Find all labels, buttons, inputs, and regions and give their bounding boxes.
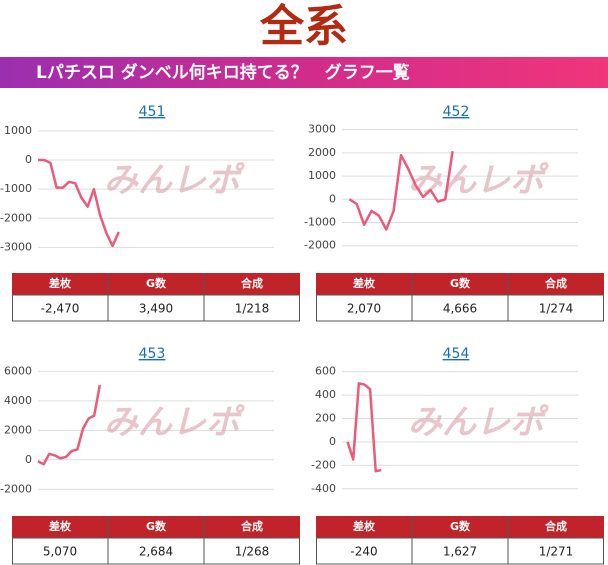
table-cell: 2,070	[347, 302, 381, 316]
data-line	[346, 382, 382, 473]
y-tick-label: 1000	[308, 169, 336, 182]
watermark: みんレポ	[104, 161, 245, 201]
table-header-cell: 差枚	[49, 519, 72, 533]
y-tick-label: 0	[25, 153, 32, 166]
table-header-bg	[316, 273, 604, 295]
table-body-bg	[12, 294, 300, 322]
table-cell: 2,684	[139, 545, 173, 559]
y-tick-label: 600	[315, 365, 336, 378]
table-cell: 1,627	[443, 545, 477, 559]
y-tick-label: -2000	[0, 211, 32, 224]
y-tick-label: 200	[315, 412, 336, 425]
data-line	[38, 158, 120, 248]
page-title: 全系	[259, 1, 348, 52]
y-tick-label: -1000	[304, 216, 336, 229]
chart-title[interactable]: 454	[443, 346, 470, 362]
table-header-bg	[316, 516, 604, 538]
table-header-cell: 合成	[241, 519, 263, 533]
y-tick-label: -400	[311, 482, 336, 495]
y-tick-label: 2000	[308, 146, 336, 159]
table-cell: 1/218	[235, 302, 270, 316]
table-cell: 1/274	[539, 302, 574, 316]
y-tick-label: 4000	[4, 394, 32, 407]
chart-title[interactable]: 452	[443, 104, 470, 120]
watermark: みんレポ	[408, 161, 549, 201]
table-header-cell: 差枚	[353, 519, 376, 533]
table-header-cell: G数	[146, 519, 167, 533]
y-tick-label: 1000	[4, 124, 32, 137]
table-header-bg	[12, 516, 300, 538]
table-cell: 3,490	[139, 302, 173, 316]
table-cell: 5,070	[43, 545, 77, 559]
y-tick-label: 0	[329, 435, 336, 448]
data-line	[37, 384, 102, 466]
table-header-cell: G数	[450, 519, 471, 533]
chart-title[interactable]: 453	[139, 346, 166, 362]
table-cell: 4,666	[443, 302, 477, 316]
y-tick-label: 2000	[4, 423, 32, 436]
table-body-bg	[316, 294, 604, 322]
y-tick-label: -2000	[0, 482, 32, 495]
y-tick-label: 0	[329, 192, 336, 205]
chart-title[interactable]: 451	[139, 104, 166, 120]
data-line	[348, 151, 454, 231]
y-tick-label: -200	[311, 458, 336, 471]
table-header-cell: G数	[146, 276, 167, 290]
table-cell: 1/268	[235, 545, 270, 559]
table-header-cell: 合成	[545, 519, 567, 533]
watermark: みんレポ	[408, 403, 549, 443]
table-header-cell: 合成	[241, 276, 263, 290]
table-body-bg	[316, 537, 604, 565]
table-header-cell: 差枚	[49, 276, 72, 290]
y-tick-label: -3000	[0, 240, 32, 253]
table-header-bg	[12, 273, 300, 295]
y-tick-label: -1000	[0, 182, 32, 195]
table-cell: 1/271	[539, 545, 574, 559]
y-tick-label: 6000	[4, 364, 32, 377]
table-cell: -240	[350, 545, 377, 559]
banner-text: Lパチスロ ダンベル何キロ持てる？ グラフ一覧	[36, 62, 410, 83]
y-tick-label: 400	[315, 388, 336, 401]
table-header-cell: G数	[450, 276, 471, 290]
y-tick-label: -2000	[304, 239, 336, 252]
table-header-cell: 合成	[545, 276, 567, 290]
watermark: みんレポ	[104, 403, 245, 443]
table-header-cell: 差枚	[353, 276, 376, 290]
table-cell: -2,470	[41, 302, 80, 316]
y-tick-label: 3000	[308, 123, 336, 136]
table-body-bg	[12, 537, 300, 565]
y-tick-label: 0	[25, 453, 32, 466]
banner	[0, 57, 608, 88]
